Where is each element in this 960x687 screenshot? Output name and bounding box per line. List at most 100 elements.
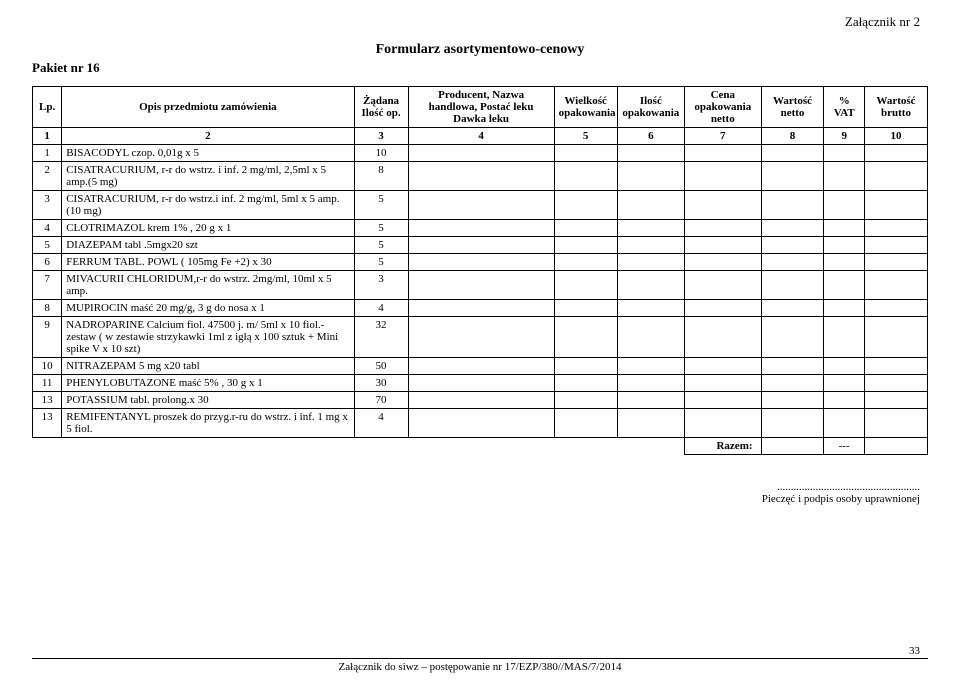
col-vat: % VAT	[824, 87, 864, 128]
cell-prod	[408, 317, 554, 358]
cell-vat	[824, 162, 864, 191]
cell-lp: 4	[33, 220, 62, 237]
col-ilosc: Żądana Ilość op.	[354, 87, 408, 128]
cell-vat	[824, 317, 864, 358]
cell-opis: PHENYLOBUTAZONE maść 5% , 30 g x 1	[62, 375, 354, 392]
cell-cena	[685, 145, 761, 162]
form-title: Formularz asortymentowo-cenowy	[32, 42, 928, 58]
table-row: 3CISATRACURIUM, r-r do wstrz.i inf. 2 mg…	[33, 191, 928, 220]
cell-opis: REMIFENTANYL proszek do przyg.r-ru do ws…	[62, 409, 354, 438]
cell-wbrutto	[864, 375, 927, 392]
cell-wiel	[554, 409, 617, 438]
cell-wbrutto	[864, 300, 927, 317]
cell-lp: 13	[33, 392, 62, 409]
cell-lp: 6	[33, 254, 62, 271]
cell-wiel	[554, 145, 617, 162]
cell-prod	[408, 392, 554, 409]
cell-prod	[408, 191, 554, 220]
razem-brutto	[864, 438, 927, 455]
cell-wbrutto	[864, 392, 927, 409]
cell-prod	[408, 409, 554, 438]
razem-label: Razem:	[685, 438, 761, 455]
cell-lp: 1	[33, 145, 62, 162]
col-wielkosc: Wielkość opakowania	[554, 87, 617, 128]
table-row: 4CLOTRIMAZOL krem 1% , 20 g x 15	[33, 220, 928, 237]
cell-iloscop	[617, 300, 684, 317]
cell-prod	[408, 358, 554, 375]
cell-opis: MIVACURII CHLORIDUM,r-r do wstrz. 2mg/ml…	[62, 271, 354, 300]
table-row: 9NADROPARINE Calcium fiol. 47500 j. m/ 5…	[33, 317, 928, 358]
footer-rule	[32, 658, 928, 659]
cell-cena	[685, 162, 761, 191]
num-2: 2	[62, 128, 354, 145]
cell-qty: 8	[354, 162, 408, 191]
cell-vat	[824, 300, 864, 317]
cell-wnetto	[761, 409, 824, 438]
signature-dots: ........................................…	[777, 481, 920, 493]
cell-iloscop	[617, 317, 684, 358]
cell-qty: 70	[354, 392, 408, 409]
cell-opis: CLOTRIMAZOL krem 1% , 20 g x 1	[62, 220, 354, 237]
table-row: 7MIVACURII CHLORIDUM,r-r do wstrz. 2mg/m…	[33, 271, 928, 300]
cell-prod	[408, 254, 554, 271]
cell-lp: 7	[33, 271, 62, 300]
table-row: 2CISATRACURIUM, r-r do wstrz. i inf. 2 m…	[33, 162, 928, 191]
cell-wnetto	[761, 191, 824, 220]
cell-qty: 50	[354, 358, 408, 375]
cell-wnetto	[761, 254, 824, 271]
cell-iloscop	[617, 375, 684, 392]
num-5: 5	[554, 128, 617, 145]
num-1: 1	[33, 128, 62, 145]
table-row: 6FERRUM TABL. POWL ( 105mg Fe +2) x 305	[33, 254, 928, 271]
cell-qty: 4	[354, 409, 408, 438]
cell-wbrutto	[864, 145, 927, 162]
cell-qty: 5	[354, 191, 408, 220]
cell-prod	[408, 271, 554, 300]
cell-wnetto	[761, 237, 824, 254]
cell-cena	[685, 392, 761, 409]
cell-prod	[408, 300, 554, 317]
cell-wiel	[554, 300, 617, 317]
cell-lp: 2	[33, 162, 62, 191]
cell-lp: 13	[33, 409, 62, 438]
col-opis: Opis przedmiotu zamówienia	[62, 87, 354, 128]
cell-lp: 3	[33, 191, 62, 220]
cell-opis: DIAZEPAM tabl .5mgx20 szt	[62, 237, 354, 254]
assortment-table: Lp. Opis przedmiotu zamówienia Żądana Il…	[32, 86, 928, 455]
cell-vat	[824, 254, 864, 271]
cell-cena	[685, 237, 761, 254]
signature-text: Pieczęć i podpis osoby uprawnionej	[762, 493, 920, 505]
attachment-label: Załącznik nr 2	[845, 14, 920, 30]
cell-qty: 3	[354, 271, 408, 300]
col-ilosc-op: Ilość opakowania	[617, 87, 684, 128]
col-cena: Cena opakowania netto	[685, 87, 761, 128]
col-wartosc-netto: Wartość netto	[761, 87, 824, 128]
cell-vat	[824, 392, 864, 409]
cell-wbrutto	[864, 254, 927, 271]
cell-iloscop	[617, 392, 684, 409]
cell-prod	[408, 220, 554, 237]
table-row: 1BISACODYL czop. 0,01g x 510	[33, 145, 928, 162]
cell-opis: BISACODYL czop. 0,01g x 5	[62, 145, 354, 162]
cell-wbrutto	[864, 409, 927, 438]
cell-cena	[685, 271, 761, 300]
cell-cena	[685, 220, 761, 237]
cell-wnetto	[761, 375, 824, 392]
cell-iloscop	[617, 191, 684, 220]
cell-opis: CISATRACURIUM, r-r do wstrz. i inf. 2 mg…	[62, 162, 354, 191]
num-9: 9	[824, 128, 864, 145]
cell-iloscop	[617, 237, 684, 254]
header-row: Lp. Opis przedmiotu zamówienia Żądana Il…	[33, 87, 928, 128]
cell-qty: 5	[354, 254, 408, 271]
cell-opis: FERRUM TABL. POWL ( 105mg Fe +2) x 30	[62, 254, 354, 271]
cell-vat	[824, 375, 864, 392]
cell-wiel	[554, 317, 617, 358]
cell-wiel	[554, 271, 617, 300]
cell-wbrutto	[864, 358, 927, 375]
cell-iloscop	[617, 409, 684, 438]
cell-wbrutto	[864, 162, 927, 191]
table-row: 10NITRAZEPAM 5 mg x20 tabl50	[33, 358, 928, 375]
cell-lp: 8	[33, 300, 62, 317]
cell-cena	[685, 191, 761, 220]
col-wartosc-brutto: Wartość brutto	[864, 87, 927, 128]
